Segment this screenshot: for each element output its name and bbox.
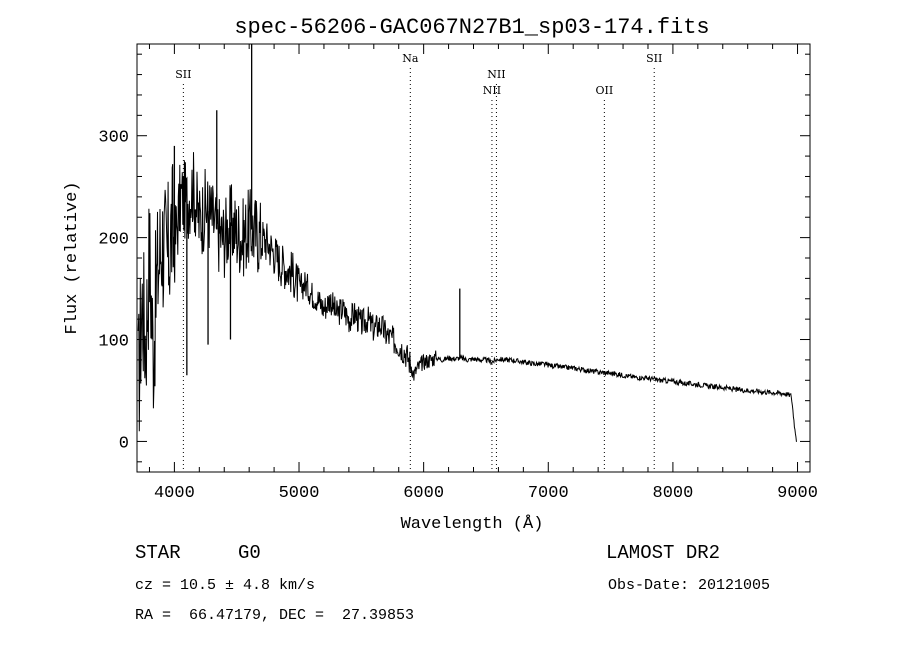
flux-spectrum-line [137,152,797,442]
y-tick-label-3: 300 [98,129,129,148]
spectral-line-label-5: SII [646,52,662,65]
spectral-line-label-3: NII [487,68,505,81]
y-tick-label-1: 100 [98,333,129,352]
survey-release: LAMOST DR2 [606,542,720,564]
spectral-line-label-4: OII [596,84,614,97]
x-tick-label-3: 7000 [528,484,569,503]
x-tick-label-4: 8000 [653,484,694,503]
y-tick-label-0: 0 [119,434,129,453]
redshift-text: cz = 10.5 ± 4.8 km/s [135,577,315,594]
plot-frame [136,43,811,473]
axes: 4000 5000 6000 7000 8000 9000 0 100 200 300 [98,44,818,503]
x-tick-label-0: 4000 [154,484,195,503]
y-tick-label-2: 200 [98,231,129,250]
coordinates-text: RA = 66.47179, DEC = 27.39853 [135,607,414,624]
x-tick-label-5: 9000 [777,484,818,503]
y-axis-title: Flux (relative) [63,181,82,334]
spectral-line-label-2: NII [483,84,501,97]
x-axis-title: Wavelength (Å) [401,515,544,534]
chart-title: spec-56206-GAC067N27B1_sp03-174.fits [234,15,709,40]
spectral-line-label-1: Na [402,52,419,65]
spectral-line-label-0: SII [175,68,191,81]
x-tick-label-2: 6000 [403,484,444,503]
x-tick-label-1: 5000 [279,484,320,503]
plot-area: SII Na NII NII OII SII [137,44,797,472]
object-class: STAR [135,542,181,564]
observation-date: Obs-Date: 20121005 [608,577,770,594]
spectral-subclass: G0 [238,542,261,564]
